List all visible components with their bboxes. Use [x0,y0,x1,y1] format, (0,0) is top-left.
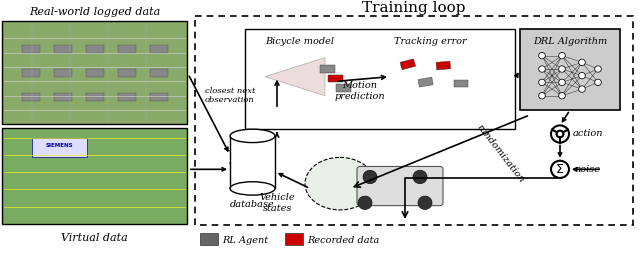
Ellipse shape [305,157,375,210]
Circle shape [560,94,564,98]
Circle shape [579,59,585,65]
Text: Tracking error: Tracking error [394,36,467,46]
Text: Training loop: Training loop [362,1,466,15]
Circle shape [363,170,377,184]
Circle shape [358,196,372,209]
Bar [118,69,136,77]
Bar [200,233,218,245]
Bar [32,138,87,157]
Circle shape [595,80,601,85]
Bar [400,59,415,70]
Polygon shape [265,58,325,96]
Circle shape [539,93,545,99]
Circle shape [595,66,601,72]
Bar [118,93,136,101]
Circle shape [596,67,600,71]
Bar [230,136,275,188]
Circle shape [539,53,545,58]
Bar [22,45,40,53]
Bar [86,93,104,101]
Bar [54,45,72,53]
Text: action: action [573,129,604,139]
Circle shape [418,196,432,209]
Bar [328,75,343,82]
Text: SIEMENS: SIEMENS [45,143,73,148]
Bar [54,69,72,77]
Ellipse shape [230,129,275,143]
Circle shape [539,66,545,72]
Circle shape [559,80,565,85]
Circle shape [413,170,427,184]
Bar [418,77,433,87]
Circle shape [560,53,564,58]
Bar [285,233,303,245]
Circle shape [596,80,600,84]
Bar [22,93,40,101]
Circle shape [540,94,544,98]
Circle shape [540,67,544,71]
Circle shape [580,87,584,91]
Bar [150,93,168,101]
Bar [436,61,451,70]
Circle shape [539,80,545,85]
Text: Virtual data: Virtual data [61,233,128,243]
Bar [150,45,168,53]
Text: noise: noise [574,165,600,174]
Circle shape [579,73,585,79]
Bar [22,69,40,77]
Bar [150,69,168,77]
Text: Recorded data: Recorded data [307,237,380,245]
Text: DRL Algorithm: DRL Algorithm [533,36,607,46]
Text: Bicycle model: Bicycle model [266,36,335,46]
Text: database: database [230,200,275,209]
Circle shape [560,67,564,71]
Bar [86,45,104,53]
Circle shape [580,60,584,64]
FancyBboxPatch shape [2,128,187,224]
Text: Real-world logged data: Real-world logged data [29,7,160,17]
Text: Vehicle
states: Vehicle states [260,193,295,212]
FancyBboxPatch shape [245,29,515,129]
Bar [118,45,136,53]
Bar [320,65,335,73]
Bar [54,93,72,101]
Circle shape [540,80,544,84]
Text: Motion
prediction: Motion prediction [335,81,385,101]
Circle shape [579,86,585,92]
Text: RL Agent: RL Agent [222,237,268,245]
Text: closest next
observation: closest next observation [205,87,255,104]
Circle shape [559,53,565,58]
Circle shape [559,66,565,72]
FancyBboxPatch shape [520,29,620,110]
Text: $\Sigma$: $\Sigma$ [556,163,564,176]
Bar [86,69,104,77]
Ellipse shape [230,182,275,195]
Bar [454,80,468,87]
Circle shape [560,80,564,84]
Circle shape [540,53,544,58]
Circle shape [580,74,584,78]
Bar [336,84,351,92]
Circle shape [559,93,565,99]
FancyBboxPatch shape [357,166,443,206]
FancyBboxPatch shape [2,21,187,124]
Text: randomization: randomization [474,122,525,184]
